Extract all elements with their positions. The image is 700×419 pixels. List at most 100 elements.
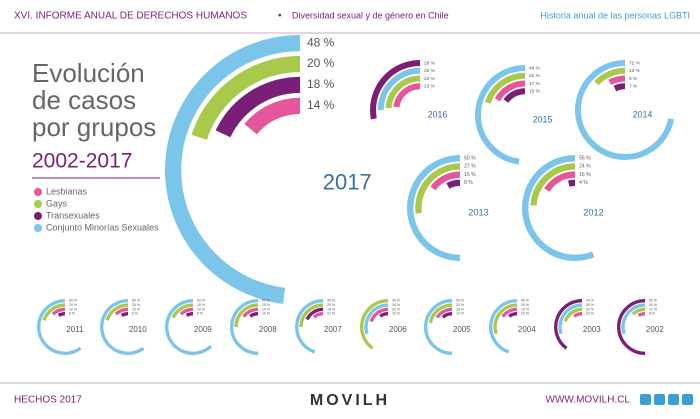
ring-arc [57, 312, 66, 317]
value-label: 40 % [392, 299, 400, 303]
year-label: 2011 [66, 325, 84, 334]
value-label: 10 % [521, 312, 529, 316]
title: Evolución de casos por grupos [32, 58, 156, 142]
value-label: 25 % [262, 303, 270, 307]
value-label: 20 % [529, 73, 541, 79]
value-label: 30 % [392, 303, 400, 307]
value-label: 24 % [424, 76, 436, 82]
value-label: 15 % [464, 172, 476, 178]
year-label: 2013 [468, 208, 489, 218]
ring-arc [446, 179, 461, 189]
year-label: 2006 [389, 325, 407, 334]
value-label: 50 % [464, 156, 476, 162]
year-label: 2017 [323, 169, 372, 194]
value-label: 28 % [424, 60, 436, 66]
value-label: 14 % [307, 98, 335, 112]
value-label: 48 % [529, 65, 541, 71]
ring-arc [558, 303, 583, 335]
value-label: 15 % [521, 307, 529, 311]
value-label: 4 % [579, 180, 588, 186]
ring-arc [508, 312, 518, 318]
value-label: 18 % [197, 303, 205, 307]
ring-arc [37, 299, 82, 355]
ring-arc [370, 60, 421, 120]
value-label: 16 % [456, 307, 464, 311]
value-label: 8 % [197, 312, 203, 316]
legend-swatch [34, 212, 42, 220]
value-label: 8 % [629, 76, 638, 82]
ring-arc [369, 307, 389, 323]
ring-arc [385, 75, 421, 109]
ring-arc [637, 312, 646, 317]
year-label: 2012 [583, 208, 604, 218]
value-label: 12 % [197, 307, 205, 311]
value-label: 27 % [464, 164, 476, 170]
ring-arc [567, 179, 576, 187]
value-label: 45 % [327, 299, 335, 303]
value-label: 50 % [456, 299, 464, 303]
year-label: 2002 [646, 325, 664, 334]
year-label: 2007 [324, 325, 342, 334]
header-separator: • [278, 11, 282, 22]
ring-arc [234, 303, 259, 328]
ring-arc [613, 83, 626, 92]
ring-arc [530, 163, 576, 206]
ring-arc [360, 299, 389, 350]
year-label: 2008 [259, 325, 277, 334]
year-label: 2016 [428, 109, 448, 119]
ring-arc [215, 76, 301, 138]
ring-arc [299, 303, 324, 328]
ring-arc [364, 303, 389, 335]
value-label: 56 % [579, 156, 591, 162]
footer-left: HECHOS 2017 [14, 395, 82, 406]
value-label: 15 % [529, 89, 541, 95]
value-label: 17 % [529, 81, 541, 87]
value-label: 12 % [456, 312, 464, 316]
value-label: 18 % [327, 307, 335, 311]
ring-arc [393, 83, 421, 108]
value-label: 8 % [69, 312, 75, 316]
period: 2002-2017 [32, 150, 132, 173]
value-label: 62 % [197, 299, 205, 303]
value-label: 50 % [262, 299, 270, 303]
ring-arc [230, 299, 259, 355]
value-label: 13 % [629, 68, 641, 74]
value-label: 10 % [262, 312, 270, 316]
ring-arc [407, 155, 461, 261]
ring-arc [242, 307, 259, 318]
ring-arc [171, 303, 194, 319]
value-label: 7 % [629, 84, 638, 90]
ring-arc [489, 299, 518, 354]
value-label: 45 % [521, 299, 529, 303]
value-label: 25 % [327, 303, 335, 307]
ring-arc [120, 312, 129, 317]
ring-arc [51, 307, 66, 316]
year-label: 2003 [583, 325, 601, 334]
value-label: 60 % [69, 299, 77, 303]
ring-arc [430, 171, 461, 191]
ring-arc [379, 312, 389, 318]
value-label: 20 % [307, 56, 335, 70]
charts: 48 % 20 % 18 % 14 % 2017 28 % 25 % 24 % 23 % 2016… [37, 35, 675, 355]
year-label: 2004 [518, 325, 536, 334]
year-label: 2015 [533, 114, 553, 124]
legend-label: Transexuales [46, 210, 100, 220]
value-label: 60 % [132, 299, 140, 303]
value-label: 30 % [521, 303, 529, 307]
value-label: 12 % [649, 307, 657, 311]
value-label: 40 % [586, 299, 594, 303]
ring-arc [617, 299, 646, 355]
ring-arc [563, 307, 583, 323]
legend-swatch [34, 188, 42, 196]
ring-arc [493, 303, 518, 335]
ring-arc [631, 307, 646, 316]
ring-arc [554, 299, 583, 350]
value-label: 22 % [456, 303, 464, 307]
ring-arc [185, 312, 194, 317]
ring-arc [575, 60, 675, 160]
value-label: 18 % [307, 77, 335, 91]
ring-arc [312, 312, 324, 319]
ring-arc [377, 67, 421, 111]
value-label: 20 % [69, 303, 77, 307]
